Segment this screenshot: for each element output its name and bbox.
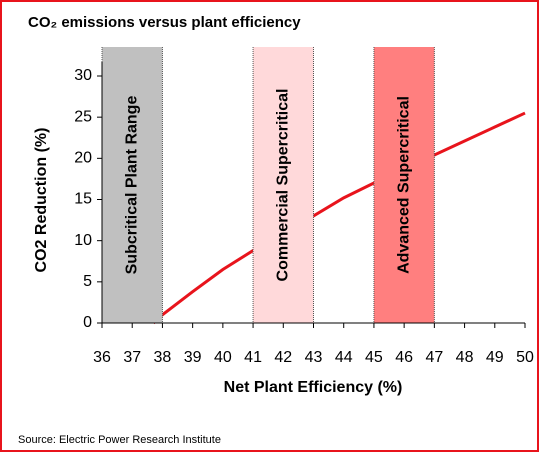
- y-tick-label: 30: [74, 67, 92, 84]
- data-line: [152, 111, 526, 325]
- region-band: [253, 47, 314, 323]
- source: Source: Electric Power Research Institut…: [18, 434, 221, 446]
- y-tick-label: 0: [83, 314, 92, 331]
- y-tick-label: 15: [74, 191, 92, 208]
- x-axis-label: Net Plant Efficiency (%): [224, 379, 403, 396]
- x-tick-label: 48: [456, 349, 474, 366]
- x-tick-label: 43: [305, 349, 323, 366]
- x-tick-label: 41: [244, 349, 262, 366]
- region-band: [102, 47, 163, 323]
- x-tick-label: 49: [486, 349, 504, 366]
- x-tick-label: 46: [395, 349, 413, 366]
- x-tick-label: 47: [425, 349, 443, 366]
- y-tick-label: 20: [74, 150, 92, 167]
- y-axis-label: CO2 Reduction (%): [33, 128, 50, 273]
- region-label: Commercial Supercritical: [275, 89, 292, 282]
- y-tick-label: 25: [74, 108, 92, 125]
- x-tick-label: 40: [214, 349, 232, 366]
- region-label: Subcritical Plant Range: [123, 96, 140, 275]
- x-tick-label: 38: [154, 349, 172, 366]
- x-tick-label: 42: [274, 349, 292, 366]
- y-tick-label: 5: [83, 273, 92, 290]
- x-tick-label: 44: [335, 349, 353, 366]
- chart-title: CO₂ emissions versus plant efficiency: [28, 14, 301, 31]
- region-label: Advanced Supercritical: [395, 96, 412, 274]
- x-tick-label: 39: [184, 349, 202, 366]
- y-tick-label: 10: [74, 232, 92, 249]
- x-tick-label: 37: [123, 349, 141, 366]
- x-tick-label: 50: [516, 349, 534, 366]
- region-band: [373, 47, 435, 323]
- x-tick-label: 45: [365, 349, 383, 366]
- x-tick-label: 36: [93, 349, 111, 366]
